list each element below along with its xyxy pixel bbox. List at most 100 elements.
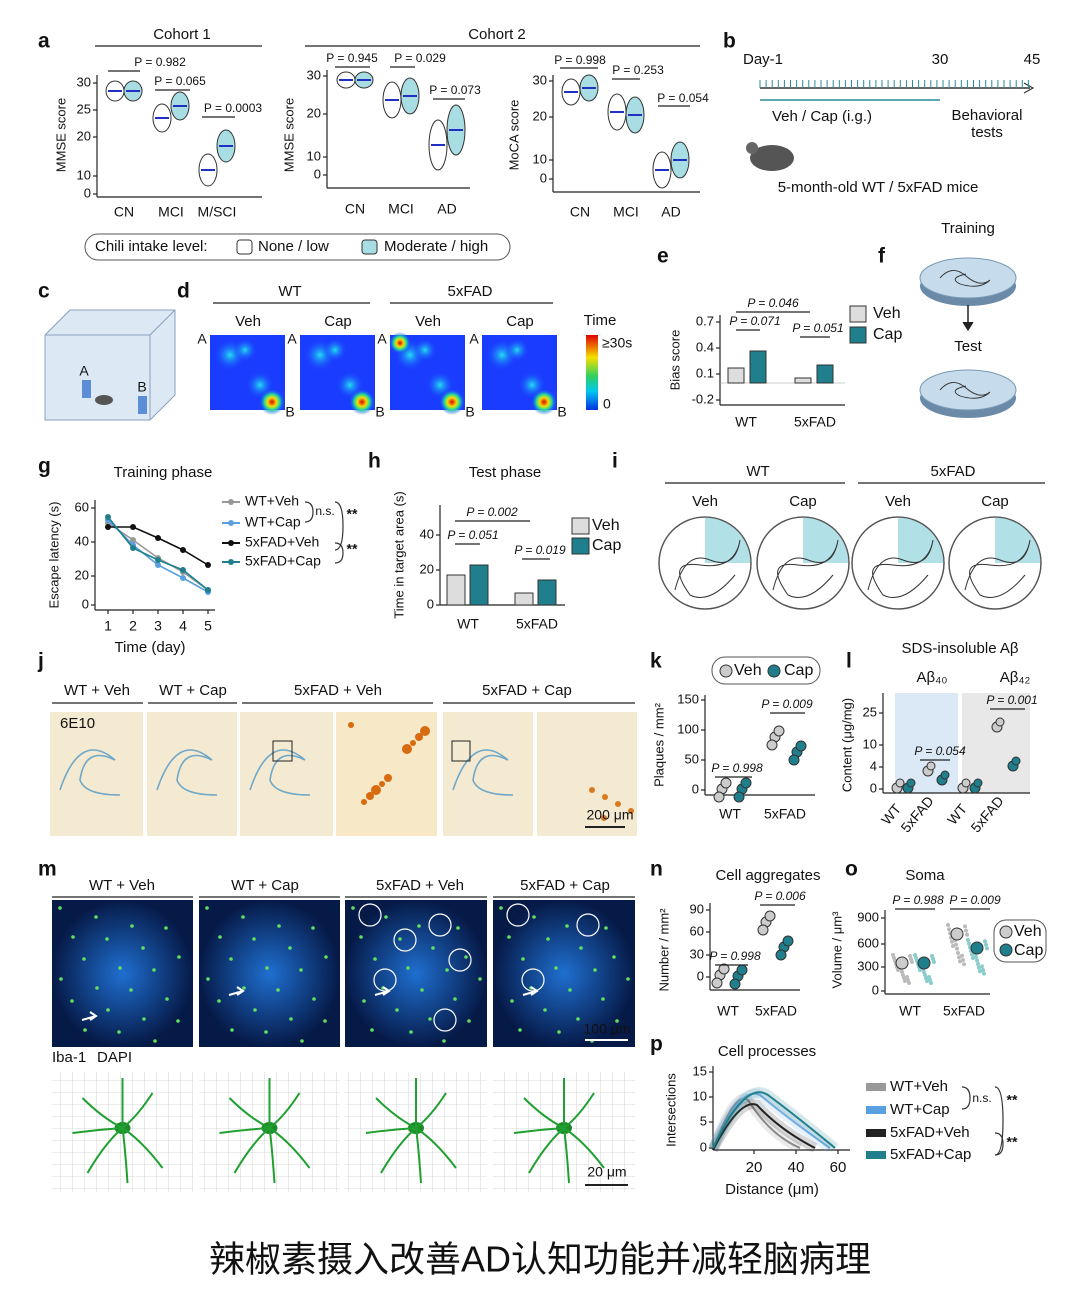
timeline-label: 45: [1024, 51, 1041, 68]
shape: [514, 592, 534, 606]
shape: [228, 540, 234, 546]
shape: [939, 270, 991, 287]
shape: [571, 537, 590, 555]
y-tick-label: 0: [692, 781, 699, 796]
x-tick-label: WT: [944, 800, 971, 827]
shape: [155, 562, 161, 568]
shape: [522, 986, 539, 996]
shape: [83, 1028, 87, 1032]
shape: [705, 517, 751, 563]
shape: [249, 749, 311, 796]
p-value: P = 0.0003: [204, 101, 262, 115]
shape: [951, 944, 955, 948]
scale-bar-label: 20 μm: [587, 1164, 626, 1180]
shape: [265, 966, 269, 970]
y-tick-label: 20: [307, 105, 321, 120]
shape: [950, 927, 964, 941]
shape: [720, 777, 732, 789]
shape: [415, 1127, 422, 1184]
shape: [448, 948, 472, 972]
shape: [903, 979, 907, 983]
tests-label: tests: [971, 124, 1003, 141]
shape: [379, 781, 385, 787]
shape: [711, 977, 723, 989]
shape: [947, 927, 951, 932]
shape: [939, 382, 991, 399]
mouse-icon: [95, 395, 113, 405]
shape: [121, 1092, 154, 1129]
y-tick-label: 0: [314, 166, 321, 181]
y-tick-label: 900: [857, 909, 879, 924]
shape: [775, 949, 787, 961]
shape: [521, 968, 545, 992]
shape: [375, 1097, 417, 1129]
x-tick-label: 3: [154, 618, 162, 634]
group-header: 5xFAD: [930, 463, 975, 480]
shape: [773, 725, 785, 737]
shape: [961, 778, 971, 788]
shape: [264, 1030, 268, 1034]
shape: [406, 966, 410, 970]
shape: [956, 951, 960, 955]
shape: [999, 943, 1013, 957]
x-tick-label: AD: [661, 204, 680, 220]
y-tick-label: 0.1: [696, 365, 714, 380]
shape: [803, 517, 849, 563]
shape: [323, 338, 347, 362]
shape: [478, 977, 482, 981]
y-tick-label: 25: [863, 704, 877, 719]
shape: [493, 900, 635, 1047]
shape: [557, 1030, 561, 1034]
shape: [180, 567, 186, 573]
x-tick-label: 5xFAD: [943, 1003, 985, 1019]
shape: [81, 1097, 123, 1129]
shape: [767, 664, 781, 678]
p-value: P = 0.253: [612, 63, 664, 77]
shape: [568, 988, 572, 992]
shape: [72, 1127, 123, 1134]
shape: [601, 997, 605, 1001]
shape: [565, 924, 569, 928]
shape: [964, 928, 968, 933]
y-tick-label: 4: [870, 758, 877, 773]
shape: [129, 988, 133, 992]
condition-header: Cap: [506, 313, 534, 330]
shape: [268, 1127, 276, 1184]
shape: [711, 656, 821, 685]
y-tick-label: 10: [533, 151, 547, 166]
legend-entry: None / low: [258, 238, 329, 255]
legend-entry: WT+Veh: [245, 493, 299, 509]
x-tick-label: 4: [179, 618, 187, 634]
shape: [766, 739, 778, 751]
x-tick-label: CN: [570, 204, 590, 220]
x-tick-label: 5xFAD: [764, 806, 806, 822]
shape: [345, 900, 487, 1047]
legend-entry: Veh: [592, 517, 620, 534]
x-tick-label: 5: [204, 618, 212, 634]
shape: [994, 1086, 1004, 1156]
shape: [268, 1092, 301, 1129]
y-tick-label: 60: [690, 923, 704, 938]
shape: [359, 935, 363, 939]
x-tick-label: CN: [345, 201, 365, 217]
y-tick-label: 40: [75, 533, 89, 548]
shape: [626, 977, 630, 981]
p-value: P = 0.998: [711, 761, 763, 775]
shape: [866, 1151, 886, 1159]
shape: [970, 952, 974, 957]
shape: [236, 239, 253, 255]
tests-label: Behavioral: [952, 107, 1023, 124]
shape: [602, 794, 608, 800]
y-axis-label: Plaques / mm²: [651, 702, 666, 786]
shape: [957, 955, 961, 960]
shape: [736, 964, 748, 976]
shape: [230, 1028, 234, 1032]
shape: [918, 968, 922, 972]
significance: **: [1007, 1092, 1018, 1108]
p-value: P = 0.945: [326, 51, 378, 65]
y-tick-label: 0: [700, 1139, 707, 1154]
shape: [420, 726, 430, 736]
shape: [206, 977, 210, 981]
p-value: P = 0.051: [792, 321, 843, 335]
shape: [445, 968, 449, 972]
